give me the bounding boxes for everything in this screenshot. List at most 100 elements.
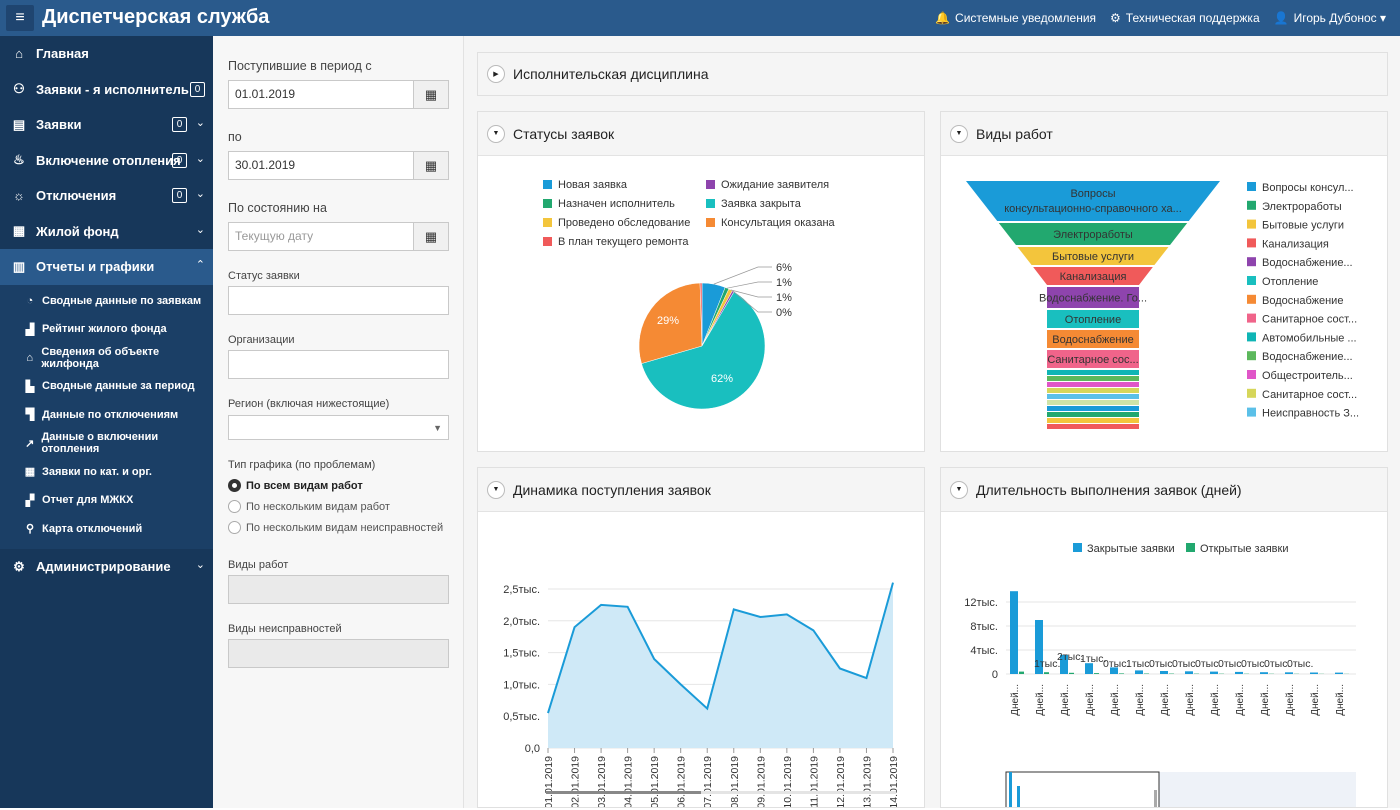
- x-tick-label: 10.01.2019: [782, 756, 794, 807]
- period-to-input[interactable]: 30.01.2019: [228, 151, 414, 180]
- discipline-panel: ▶Исполнительская дисциплина: [477, 52, 1388, 96]
- state-date-input[interactable]: Текущую дату: [228, 222, 414, 251]
- calendar-icon[interactable]: ▦: [413, 222, 449, 251]
- legend-label: Электроработы: [1262, 201, 1342, 213]
- chart-icon: ▥: [10, 259, 28, 275]
- radio-label: По всем видам работ: [246, 480, 363, 492]
- legend-label: Автомобильные ...: [1262, 332, 1357, 344]
- funnel-segment: [1047, 388, 1139, 393]
- area-fill: [548, 583, 893, 748]
- legend-label: Санитарное сост...: [1262, 389, 1357, 401]
- faults-input[interactable]: [228, 639, 449, 668]
- sidebar-item-housing[interactable]: ▦Жилой фонд⌄: [0, 214, 213, 250]
- legend-label: Отопление: [1262, 276, 1318, 288]
- scrollbar-thumb: [546, 791, 701, 794]
- legend-swatch: [706, 218, 715, 227]
- legend-swatch: [1073, 543, 1082, 552]
- sidebar-item-label: Жилой фонд: [36, 224, 119, 239]
- y-tick-label: 1,0тыс.: [503, 679, 540, 691]
- org-input[interactable]: [228, 350, 449, 379]
- legend-swatch: [1247, 314, 1256, 323]
- legend-label: Консультация оказана: [721, 217, 836, 229]
- radio-all-works[interactable]: По всем видам работ: [228, 479, 363, 492]
- radio-several-works[interactable]: По нескольким видам работ: [228, 500, 390, 513]
- menu-toggle-button[interactable]: ≡: [6, 5, 34, 31]
- chart-type-label: Тип графика (по проблемам): [228, 459, 375, 471]
- app-title: Диспетчерская служба: [42, 6, 269, 29]
- calendar-icon[interactable]: ▦: [413, 151, 449, 180]
- submenu-item-outage-map[interactable]: ⚲Карта отключений: [0, 515, 213, 544]
- submenu-item-rating[interactable]: ▟Рейтинг жилого фонда: [0, 315, 213, 344]
- panel-title: Длительность выполнения заявок (дней): [976, 482, 1242, 498]
- x-tick-label: 01.01.2019: [543, 756, 555, 807]
- status-input[interactable]: [228, 286, 449, 315]
- sidebar-item-home[interactable]: ⌂Главная: [0, 36, 213, 72]
- navigator-bar: [1009, 772, 1012, 807]
- statuses-header[interactable]: ▼Статусы заявок: [478, 112, 924, 156]
- notifications-link[interactable]: 🔔Системные уведомления: [935, 11, 1096, 25]
- submenu-label: Заявки по кат. и орг.: [42, 466, 152, 478]
- discipline-header[interactable]: ▶Исполнительская дисциплина: [478, 53, 1387, 95]
- support-link[interactable]: ⚙Техническая поддержка: [1110, 11, 1260, 25]
- region-label: Регион (включая нижестоящие): [228, 398, 389, 410]
- data-label: 1%: [776, 292, 792, 304]
- legend-label: Открытые заявки: [1200, 543, 1288, 555]
- submenu-item-heating-data[interactable]: ↗Данные о включении отопления: [0, 429, 213, 458]
- y-tick-label: 1,5тыс.: [503, 648, 540, 660]
- map-pin-icon: ⚲: [22, 522, 38, 535]
- support-icon: ⚙: [1110, 11, 1121, 25]
- user-menu[interactable]: 👤Игорь Дубонос ▾: [1274, 11, 1386, 25]
- bar-open: [1019, 672, 1024, 674]
- duration-header[interactable]: ▼Длительность выполнения заявок (дней): [941, 468, 1387, 512]
- legend-swatch: [706, 180, 715, 189]
- legend-label: Общестроитель...: [1262, 370, 1353, 382]
- period-from-input[interactable]: 01.01.2019: [228, 80, 414, 109]
- bar-closed: [1260, 672, 1268, 674]
- radio-several-faults[interactable]: По нескольким видам неисправностей: [228, 521, 443, 534]
- bar-closed: [1185, 671, 1193, 674]
- sidebar-item-admin[interactable]: ⚙Администрирование⌄: [0, 549, 213, 585]
- count-badge: 0: [190, 82, 205, 97]
- work-types-label: Виды работ: [228, 559, 288, 571]
- sidebar-item-label: Отключения: [36, 188, 116, 203]
- legend-label: Проведено обследование: [558, 217, 690, 229]
- submenu-item-period-summary[interactable]: ▙Сводные данные за период: [0, 372, 213, 401]
- funnel-label: Санитарное сос...: [1047, 354, 1138, 366]
- submenu-item-object-info[interactable]: ⌂Сведения об объекте жилфонда: [0, 344, 213, 373]
- legend-swatch: [1247, 295, 1256, 304]
- submenu-item-outages-data[interactable]: ▜Данные по отключениям: [0, 401, 213, 430]
- pie-chart-icon: ◔: [22, 295, 38, 307]
- work-types-header[interactable]: ▼Виды работ: [941, 112, 1387, 156]
- x-tick-label: 04.01.2019: [623, 756, 635, 807]
- calendar-icon[interactable]: ▦: [413, 80, 449, 109]
- funnel-segment: [1047, 412, 1139, 417]
- legend-swatch: [1247, 182, 1256, 191]
- radio-label: По нескольким видам работ: [246, 501, 390, 513]
- filters-panel: Поступившие в период с 01.01.2019 ▦ по 3…: [213, 36, 464, 808]
- x-tick-label: Дней...: [1235, 684, 1246, 716]
- x-tick-label: 07.01.2019: [702, 756, 714, 807]
- submenu-item-by-category[interactable]: ▦Заявки по кат. и орг.: [0, 458, 213, 487]
- funnel-segment: [1047, 382, 1139, 387]
- work-types-input[interactable]: [228, 575, 449, 604]
- dynamics-header[interactable]: ▼Динамика поступления заявок: [478, 468, 924, 512]
- home-icon: ⌂: [10, 46, 28, 61]
- x-tick-label: Дней...: [1260, 684, 1271, 716]
- submenu-item-summary[interactable]: ◔Сводные данные по заявкам: [0, 287, 213, 316]
- legend-swatch: [1186, 543, 1195, 552]
- region-select[interactable]: ▼: [228, 415, 449, 440]
- count-badge: 0: [172, 153, 187, 168]
- funnel-segment: [1047, 376, 1139, 381]
- hamburger-icon: ≡: [15, 9, 24, 27]
- submenu-item-mzhkh-report[interactable]: ▞Отчет для МЖКХ: [0, 486, 213, 515]
- data-label: 62%: [711, 373, 733, 385]
- sidebar-item-reports[interactable]: ▥Отчеты и графики⌃: [0, 249, 213, 285]
- funnel-segment: [966, 181, 1220, 221]
